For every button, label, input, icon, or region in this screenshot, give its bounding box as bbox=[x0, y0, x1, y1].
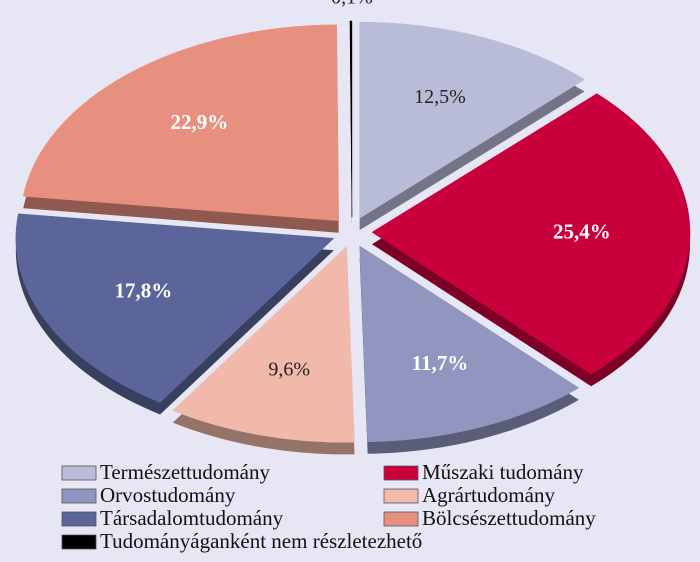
legend-label: Orvostudomány bbox=[100, 483, 236, 507]
slice bbox=[15, 213, 335, 403]
legend-label: Társadalomtudomány bbox=[100, 506, 284, 530]
legend-swatch bbox=[61, 488, 97, 504]
slice bbox=[22, 24, 339, 222]
legend-label: Bölcsészettudomány bbox=[422, 506, 596, 530]
slice bbox=[359, 245, 580, 443]
legend-swatch bbox=[61, 511, 97, 527]
value-label: 11,7% bbox=[412, 351, 469, 375]
value-label: 0,1% bbox=[331, 0, 373, 9]
legend-label: Agrártudomány bbox=[422, 483, 555, 507]
value-label: 25,4% bbox=[553, 220, 611, 244]
legend-label: Természettudomány bbox=[100, 460, 270, 484]
legend-label: Műszaki tudomány bbox=[422, 460, 584, 484]
legend-swatch bbox=[61, 534, 97, 550]
legend-swatch bbox=[61, 465, 97, 481]
value-label: 12,5% bbox=[414, 86, 466, 108]
slice bbox=[349, 20, 353, 218]
slice bbox=[359, 21, 585, 219]
legend-swatch bbox=[383, 511, 419, 527]
legend-swatch bbox=[383, 465, 419, 481]
value-label: 9,6% bbox=[268, 358, 310, 380]
value-label: 22,9% bbox=[171, 110, 229, 134]
slice bbox=[371, 93, 691, 375]
value-label: 17,8% bbox=[115, 278, 173, 302]
slice bbox=[172, 245, 355, 443]
legend-label: Tudományáganként nem részletezhető bbox=[100, 529, 422, 553]
legend-swatch bbox=[383, 488, 419, 504]
